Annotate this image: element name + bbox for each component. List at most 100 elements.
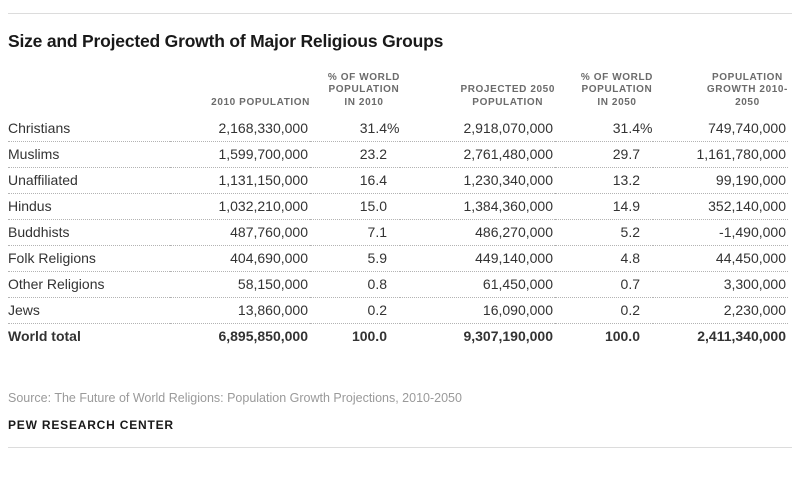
pop-2050-value: 9,307,190,000: [463, 328, 553, 345]
bottom-divider: [8, 447, 792, 448]
row-label: Folk Religions: [8, 245, 170, 272]
pct-number: 0.2: [367, 302, 387, 318]
pct-2050-value: 29.7: [555, 141, 653, 168]
row-label: Unaffiliated: [8, 167, 170, 194]
table-row-jews: Jews 13,860,000 0.2 16,090,000 0.2 2,230…: [8, 297, 788, 324]
header-population-growth-label: POPULATION GROWTH 2010- 2050: [706, 71, 788, 108]
row-label: Christians: [8, 115, 170, 142]
table-row-christians: Christians 2,168,330,000 31.4% 2,918,070…: [8, 115, 788, 142]
percent-sign: %: [387, 119, 400, 136]
pop-2010-value: 13,860,000: [170, 297, 310, 324]
pct-2010-value: 31.4%: [310, 115, 400, 142]
pct-number: 100.0: [351, 328, 387, 345]
pct-number: 13.2: [612, 172, 640, 188]
table-row-world-total: World total 6,895,850,000 100.0 9,307,19…: [8, 323, 788, 349]
growth-value: -1,490,000: [653, 219, 788, 246]
pct-number: 29.7: [612, 146, 640, 162]
pop-2050-value: 1,384,360,000: [400, 193, 555, 220]
pop-2050-value: 1,230,340,000: [400, 167, 555, 194]
pop-2050-value: 486,270,000: [400, 219, 555, 246]
pop-2010-value: 6,895,850,000: [218, 328, 308, 345]
row-label: World total: [8, 328, 81, 345]
growth-value: 749,740,000: [653, 115, 788, 142]
header-row: 2010 POPULATION % OF WORLD POPULATION IN…: [8, 61, 788, 115]
pop-2010-value: 2,168,330,000: [170, 115, 310, 142]
pct-number: 31.4: [612, 119, 640, 136]
pct-number: 4.8: [620, 250, 640, 266]
growth-value: 44,450,000: [653, 245, 788, 272]
pct-number: 0.8: [367, 276, 387, 292]
pct-2010-value: 16.4: [310, 167, 400, 194]
pct-2010-value: 5.9: [310, 245, 400, 272]
growth-value: 352,140,000: [653, 193, 788, 220]
pop-2010-value: 1,032,210,000: [170, 193, 310, 220]
pop-2050-value: 61,450,000: [400, 271, 555, 298]
pew-research-center-brand: PEW RESEARCH CENTER: [8, 418, 174, 432]
pct-number: 14.9: [612, 198, 640, 214]
pct-2010-value: 15.0: [310, 193, 400, 220]
table-row-muslims: Muslims 1,599,700,000 23.2 2,761,480,000…: [8, 141, 788, 168]
pop-2010-value: 487,760,000: [170, 219, 310, 246]
growth-value: 3,300,000: [653, 271, 788, 298]
pct-number: 15.0: [359, 198, 387, 214]
pct-2050-value: 5.2: [555, 219, 653, 246]
pct-number: 7.1: [367, 224, 387, 240]
header-pct-world-2050: % OF WORLD POPULATION IN 2050: [555, 61, 653, 115]
pct-2050-value: 4.8: [555, 245, 653, 272]
pct-2050-value: 0.7: [555, 271, 653, 298]
pop-2010-value: 1,131,150,000: [170, 167, 310, 194]
row-label: Buddhists: [8, 219, 170, 246]
header-pct-world-2010-label: % OF WORLD POPULATION IN 2010: [327, 71, 400, 108]
table-row-buddhists: Buddhists 487,760,000 7.1 486,270,000 5.…: [8, 219, 788, 246]
pop-2050-value: 449,140,000: [400, 245, 555, 272]
pct-number: 31.4: [359, 119, 387, 136]
pct-2050-value: 14.9: [555, 193, 653, 220]
pop-2010-value: 404,690,000: [170, 245, 310, 272]
header-population-growth: POPULATION GROWTH 2010- 2050: [653, 61, 788, 115]
percent-sign: %: [640, 119, 653, 136]
pct-number: 23.2: [359, 146, 387, 162]
pop-2050-value: 2,761,480,000: [400, 141, 555, 168]
header-2010-population-label: 2010 POPULATION: [211, 96, 310, 108]
pct-number: 0.7: [620, 276, 640, 292]
table-row-unaffiliated: Unaffiliated 1,131,150,000 16.4 1,230,34…: [8, 167, 788, 194]
pop-2010-value: 58,150,000: [170, 271, 310, 298]
pct-2050-value: 100.0: [555, 323, 653, 349]
row-label: Muslims: [8, 141, 170, 168]
pct-2010-value: 100.0: [310, 323, 400, 349]
table-row-folk-religions: Folk Religions 404,690,000 5.9 449,140,0…: [8, 245, 788, 272]
row-label: Hindus: [8, 193, 170, 220]
header-projected-2050-population-label: PROJECTED 2050 POPULATION: [460, 84, 555, 108]
pct-number: 5.9: [367, 250, 387, 266]
pct-2010-value: 0.2: [310, 297, 400, 324]
pop-2050-value: 2,918,070,000: [400, 115, 555, 142]
header-projected-2050-population: PROJECTED 2050 POPULATION: [400, 61, 555, 115]
header-pct-world-2010: % OF WORLD POPULATION IN 2010: [310, 61, 400, 115]
pct-2050-value: 0.2: [555, 297, 653, 324]
corner-header: [8, 61, 170, 115]
table-row-hindus: Hindus 1,032,210,000 15.0 1,384,360,000 …: [8, 193, 788, 220]
pct-number: 16.4: [359, 172, 387, 188]
pct-2010-value: 7.1: [310, 219, 400, 246]
pop-2010-value: 1,599,700,000: [170, 141, 310, 168]
pct-2010-value: 0.8: [310, 271, 400, 298]
religion-growth-table: 2010 POPULATION % OF WORLD POPULATION IN…: [8, 61, 788, 349]
top-divider: [8, 13, 792, 14]
growth-value: 1,161,780,000: [653, 141, 788, 168]
growth-value: 2,230,000: [653, 297, 788, 324]
pct-number: 100.0: [604, 328, 640, 345]
page-title: Size and Projected Growth of Major Relig…: [8, 31, 444, 51]
source-note: Source: The Future of World Religions: P…: [8, 391, 462, 405]
pct-number: 0.2: [620, 302, 640, 318]
pct-2010-value: 23.2: [310, 141, 400, 168]
header-pct-world-2050-label: % OF WORLD POPULATION IN 2050: [580, 71, 653, 108]
row-label: Other Religions: [8, 271, 170, 298]
pct-number: 5.2: [620, 224, 640, 240]
pct-2050-value: 13.2: [555, 167, 653, 194]
growth-value: 99,190,000: [653, 167, 788, 194]
row-label: Jews: [8, 297, 170, 324]
pop-2050-value: 16,090,000: [400, 297, 555, 324]
table-row-other-religions: Other Religions 58,150,000 0.8 61,450,00…: [8, 271, 788, 298]
growth-value: 2,411,340,000: [697, 328, 786, 345]
